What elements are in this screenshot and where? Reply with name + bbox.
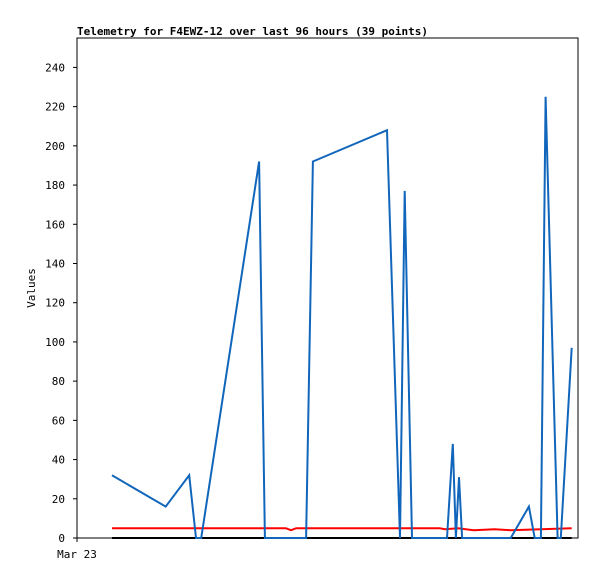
series-line — [111, 96, 573, 539]
series-line — [112, 527, 572, 532]
chart-title: Telemetry for F4EWZ-12 over last 96 hour… — [77, 25, 428, 38]
y-tick-label: 60 — [52, 414, 65, 427]
y-tick-label: 200 — [45, 140, 65, 153]
y-axis-label: Values — [25, 268, 38, 308]
y-tick-label: 40 — [52, 454, 65, 467]
y-tick-label: 240 — [45, 61, 65, 74]
plot-frame — [76, 37, 579, 539]
y-tick-label: 140 — [45, 257, 65, 270]
y-tick-label: 180 — [45, 179, 65, 192]
y-tick-label: 100 — [45, 336, 65, 349]
y-tick-label: 220 — [45, 101, 65, 114]
y-tick-label: 0 — [58, 532, 65, 545]
y-tick-label: 160 — [45, 218, 65, 231]
y-tick-label: 80 — [52, 375, 65, 388]
x-tick-label: Mar 23 — [57, 548, 97, 561]
y-tick-label: 20 — [52, 493, 65, 506]
y-tick-label: 120 — [45, 297, 65, 310]
